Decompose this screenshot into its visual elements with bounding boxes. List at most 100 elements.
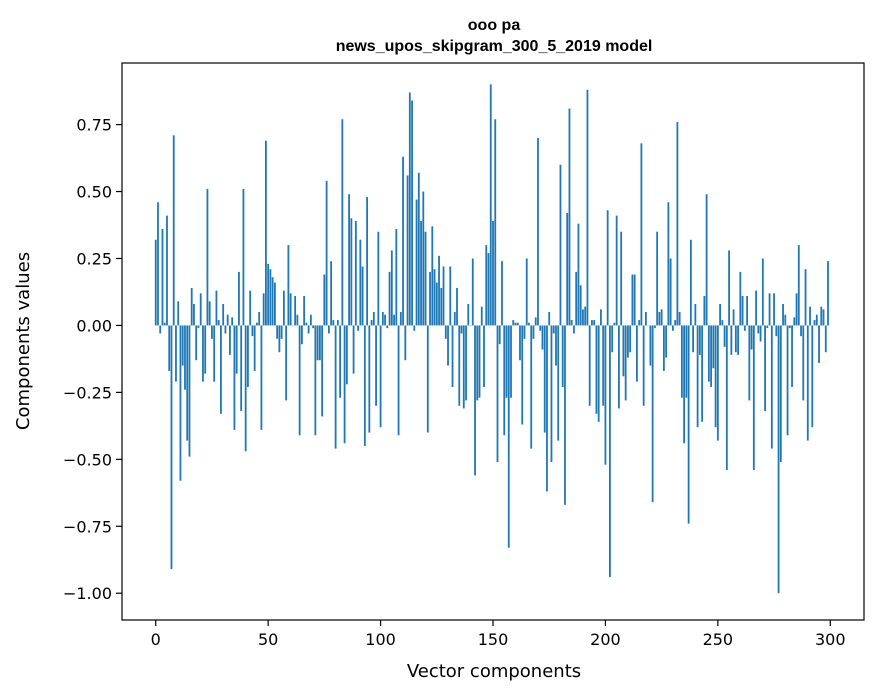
bar-221 xyxy=(651,325,654,503)
bar-264 xyxy=(748,325,751,401)
bar-153 xyxy=(498,325,501,345)
bar-52 xyxy=(271,277,274,326)
chart-title: ooo pa xyxy=(468,17,521,34)
bar-152 xyxy=(496,325,499,462)
plot-frame xyxy=(121,62,865,621)
bar-59 xyxy=(287,245,290,326)
bar-126 xyxy=(438,255,440,326)
bar-137 xyxy=(462,325,465,409)
x-tick-label-6: 300 xyxy=(815,630,846,649)
bar-103 xyxy=(386,325,389,329)
bar-250 xyxy=(716,325,719,441)
bar-157 xyxy=(507,325,510,548)
bar-227 xyxy=(665,325,668,358)
bar-287 xyxy=(800,325,802,337)
bar-134 xyxy=(456,287,458,326)
y-tick-label-5: 0.25 xyxy=(76,249,112,268)
bar-16 xyxy=(190,287,193,326)
bar-2 xyxy=(159,325,162,334)
bar-57 xyxy=(282,290,285,326)
bar-166 xyxy=(528,322,530,326)
bar-98 xyxy=(375,325,377,406)
bar-238 xyxy=(689,239,692,326)
bar-206 xyxy=(618,325,620,409)
bar-13 xyxy=(184,325,186,390)
bar-32 xyxy=(226,314,229,326)
bar-88 xyxy=(352,325,355,374)
bar-196 xyxy=(595,325,598,414)
bar-113 xyxy=(408,92,411,326)
bar-89 xyxy=(354,221,357,326)
bar-35 xyxy=(233,325,236,430)
bar-39 xyxy=(242,188,245,326)
bar-233 xyxy=(678,312,681,326)
bar-204 xyxy=(613,322,616,326)
bar-180 xyxy=(559,164,562,326)
bar-239 xyxy=(692,325,695,353)
bar-173 xyxy=(543,325,546,433)
bar-8 xyxy=(172,135,175,326)
bar-225 xyxy=(660,309,663,326)
bar-280 xyxy=(784,314,787,326)
y-tick-label-3: −0.25 xyxy=(63,383,112,402)
bar-64 xyxy=(298,325,301,436)
bar-100 xyxy=(379,325,382,428)
bar-217 xyxy=(642,325,645,406)
bar-58 xyxy=(285,325,288,401)
bar-34 xyxy=(231,317,234,326)
bar-151 xyxy=(494,119,497,326)
bar-290 xyxy=(806,325,809,441)
bar-205 xyxy=(615,215,618,326)
bar-282 xyxy=(788,325,791,329)
bar-129 xyxy=(444,325,447,339)
bar-17 xyxy=(193,304,195,326)
bar-66 xyxy=(303,295,306,326)
bar-208 xyxy=(622,325,625,377)
bar-123 xyxy=(431,226,434,326)
bar-291 xyxy=(809,306,811,326)
bar-110 xyxy=(402,156,404,326)
bar-181 xyxy=(561,325,564,388)
bar-146 xyxy=(483,325,485,388)
bar-41 xyxy=(247,325,249,388)
bar-133 xyxy=(453,312,456,326)
bar-12 xyxy=(181,325,184,366)
bar-235 xyxy=(683,325,686,444)
y-tick-label-7: 0.75 xyxy=(76,116,112,135)
bar-46 xyxy=(258,312,261,326)
bar-78 xyxy=(330,261,333,326)
bar-122 xyxy=(429,271,431,326)
bar-169 xyxy=(534,317,537,326)
bar-296 xyxy=(820,306,823,326)
bar-131 xyxy=(449,266,452,326)
bar-261 xyxy=(741,295,744,326)
bar-186 xyxy=(573,325,575,334)
x-axis-label: Vector components xyxy=(407,661,581,682)
bar-185 xyxy=(570,320,573,326)
bar-278 xyxy=(779,325,782,462)
bar-200 xyxy=(604,325,607,465)
bar-135 xyxy=(458,325,461,406)
bar-71 xyxy=(314,325,317,436)
bar-62 xyxy=(294,295,297,326)
bar-0 xyxy=(154,239,157,326)
bar-42 xyxy=(249,290,252,326)
bar-10 xyxy=(177,301,180,326)
bar-5 xyxy=(166,215,168,326)
bar-190 xyxy=(582,309,584,326)
bar-226 xyxy=(662,325,665,371)
y-tick-label-4: 0.00 xyxy=(76,316,112,335)
bar-253 xyxy=(723,325,726,347)
bar-249 xyxy=(714,325,717,428)
bar-276 xyxy=(775,325,778,337)
bar-242 xyxy=(698,325,701,355)
bar-75 xyxy=(323,274,326,326)
bar-231 xyxy=(674,320,677,326)
bar-19 xyxy=(197,325,200,329)
bar-22 xyxy=(204,325,207,374)
bar-47 xyxy=(260,325,263,430)
bar-94 xyxy=(366,196,368,326)
bar-259 xyxy=(737,325,739,355)
bar-87 xyxy=(350,218,353,326)
bar-70 xyxy=(312,325,315,329)
